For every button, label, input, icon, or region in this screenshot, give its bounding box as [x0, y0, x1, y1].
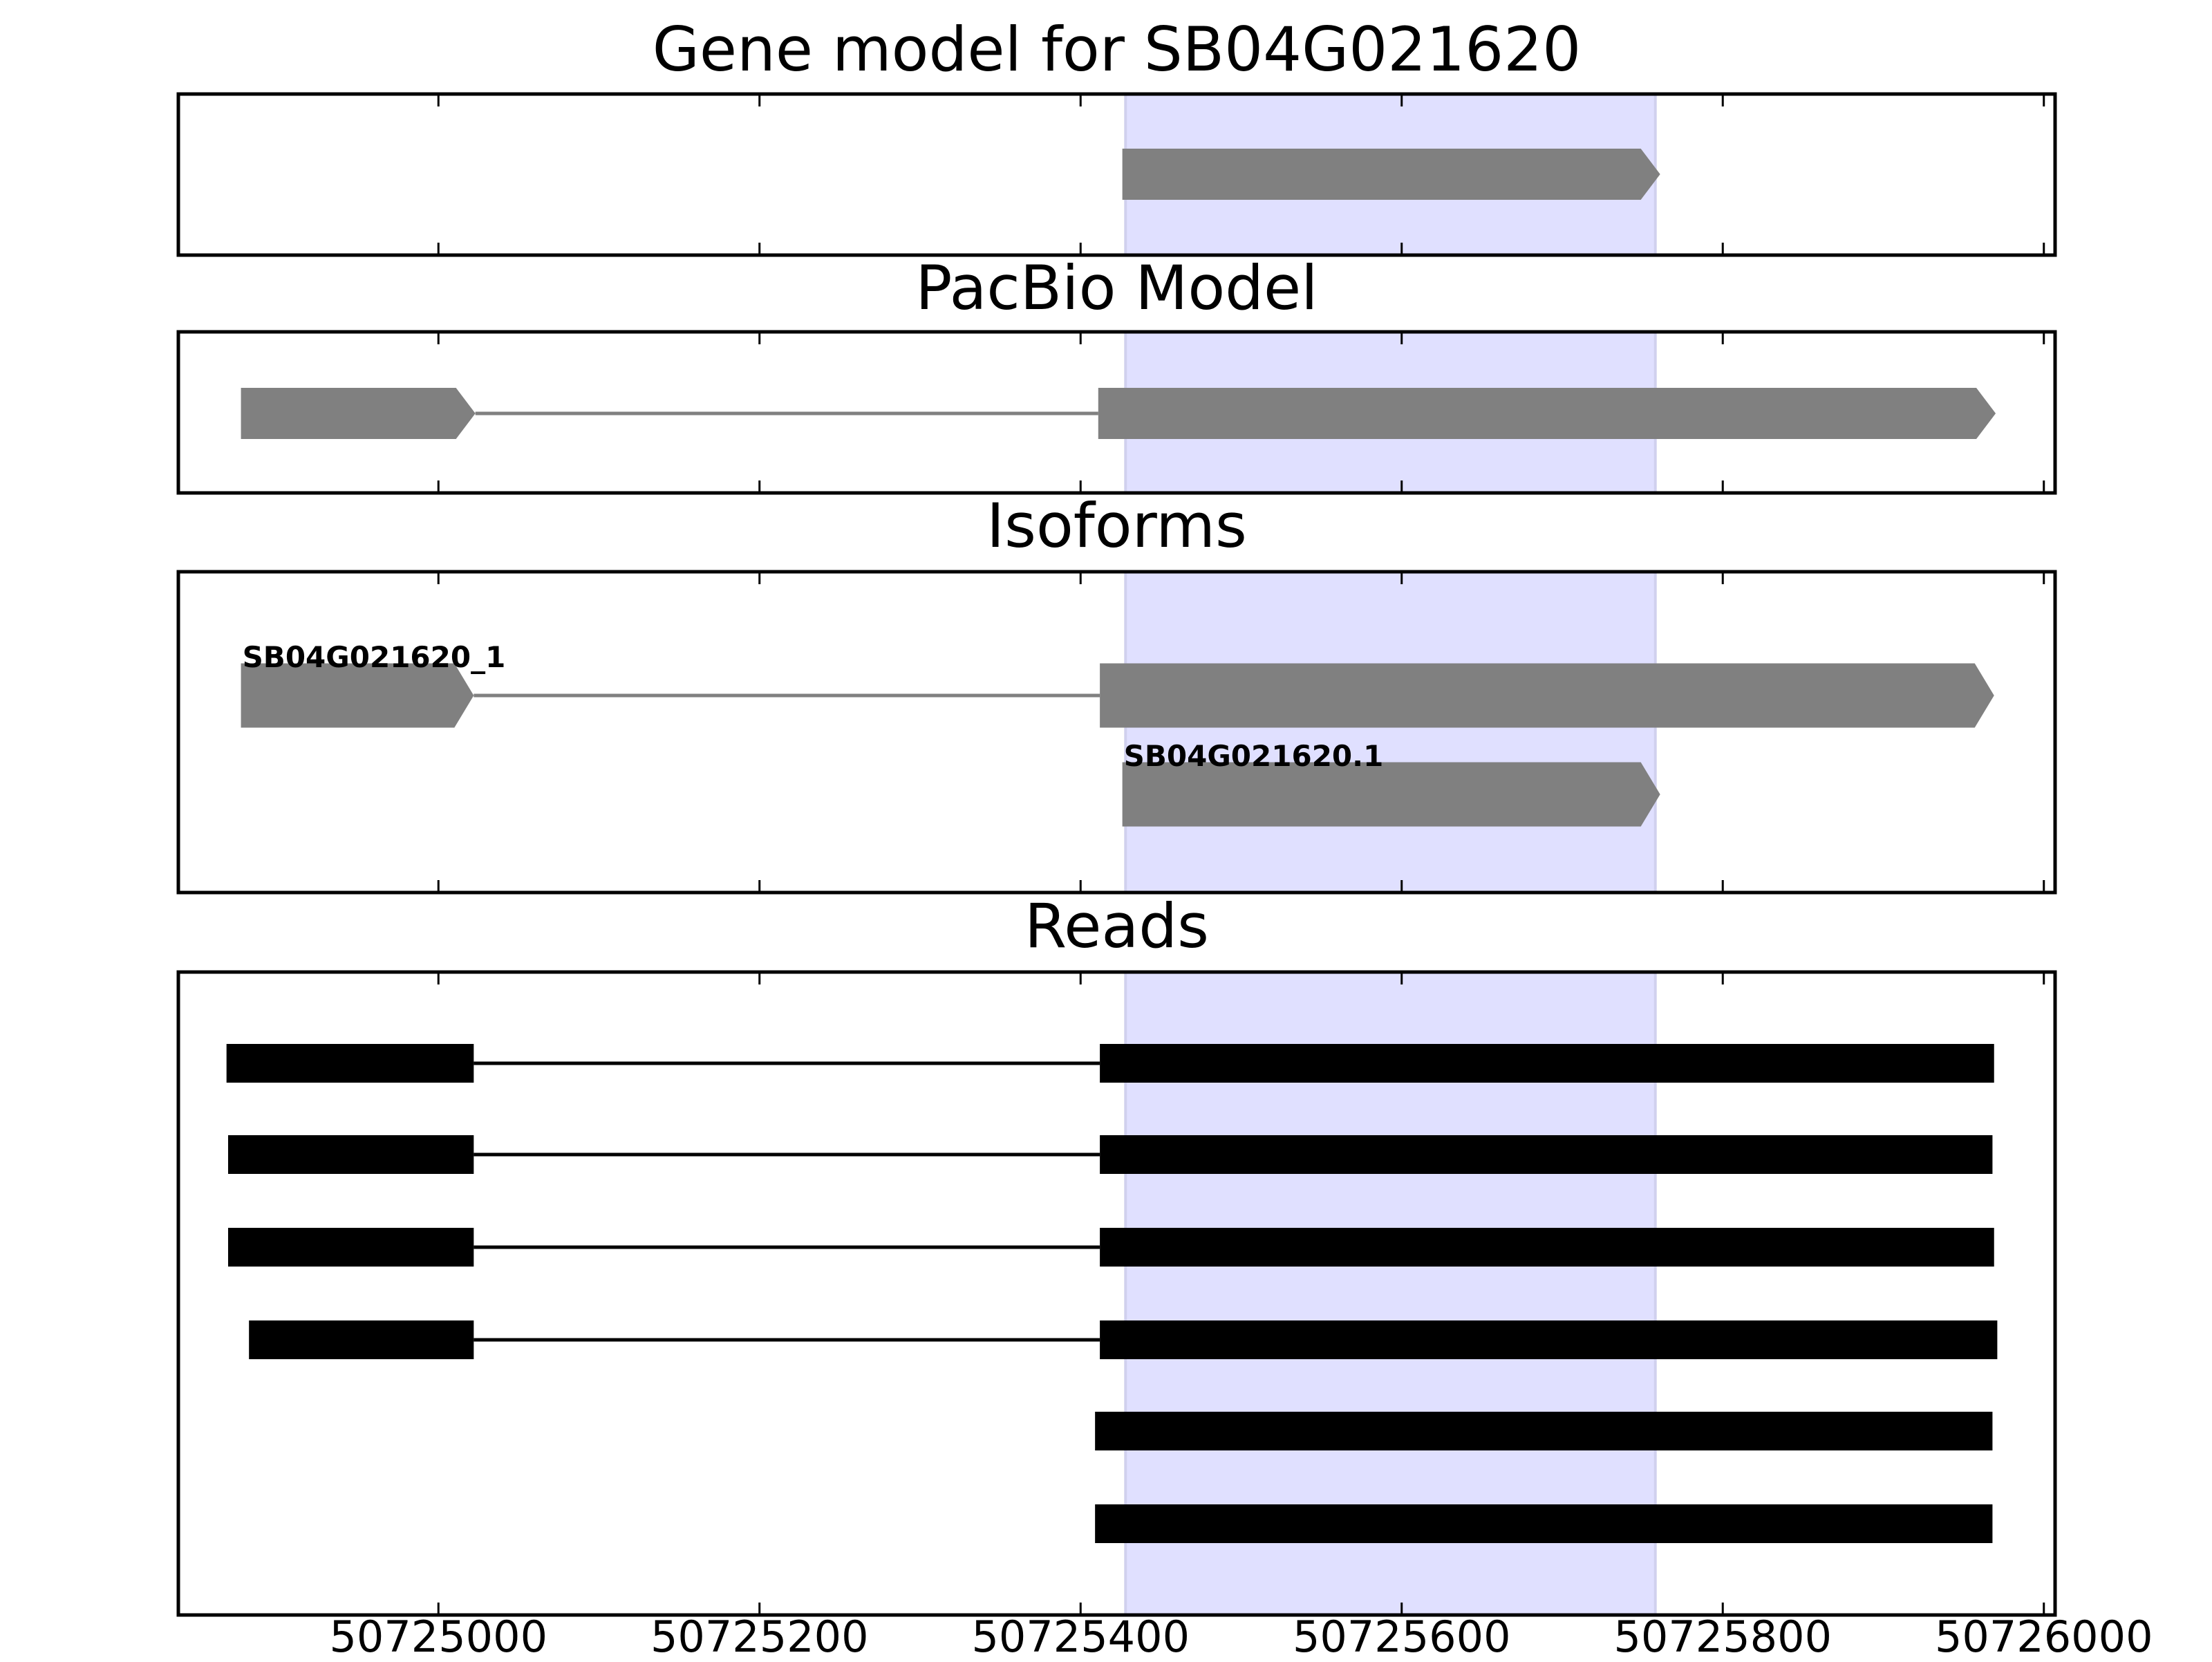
- x-tick-label: 50725000: [329, 1612, 547, 1659]
- exon: [226, 1044, 474, 1083]
- exon: [1100, 1135, 1993, 1174]
- exon: [1122, 762, 1660, 827]
- feature-label: SB04G021620_1: [243, 640, 506, 674]
- exon: [227, 1135, 474, 1174]
- exon: [249, 1320, 474, 1359]
- panel-title: Isoforms: [986, 490, 1247, 561]
- panel-frame: [176, 970, 2057, 1617]
- exon: [227, 1228, 474, 1267]
- panel-title: Reads: [1024, 890, 1209, 962]
- exon: [1100, 1228, 1994, 1267]
- panel-frame: [176, 92, 2057, 257]
- highlight-region: [1124, 570, 1657, 894]
- exon: [1100, 663, 1994, 728]
- panel-frame: [176, 570, 2057, 895]
- exon: [1098, 388, 1996, 439]
- x-tick-label: 50725800: [1613, 1612, 1832, 1659]
- panel-title: Gene model for SB04G021620: [653, 14, 1582, 85]
- exon: [1100, 1044, 1994, 1083]
- panel-title: PacBio Model: [915, 252, 1318, 324]
- x-tick-label: 50725200: [650, 1612, 869, 1659]
- x-tick-label: 50725600: [1293, 1612, 1511, 1659]
- x-tick-label: 50725400: [971, 1612, 1190, 1659]
- x-tick-label: 50726000: [1935, 1612, 2153, 1659]
- exon: [241, 663, 474, 728]
- exon: [241, 388, 476, 439]
- exon: [1100, 1320, 1998, 1359]
- exon: [1095, 1504, 1993, 1543]
- exon: [1095, 1412, 1993, 1450]
- panel-frame: [176, 330, 2057, 495]
- feature-label: SB04G021620.1: [1124, 739, 1384, 773]
- exon: [1122, 149, 1660, 200]
